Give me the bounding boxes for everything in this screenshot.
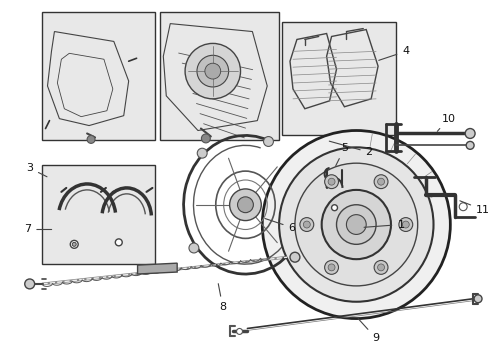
Circle shape: [70, 240, 78, 248]
Circle shape: [331, 205, 337, 211]
Circle shape: [197, 55, 228, 87]
Text: 8: 8: [218, 284, 226, 312]
Circle shape: [263, 136, 273, 147]
Circle shape: [377, 264, 384, 271]
Text: 1: 1: [363, 220, 404, 230]
Circle shape: [204, 63, 220, 79]
Text: 5: 5: [335, 143, 347, 166]
Circle shape: [373, 261, 387, 274]
Circle shape: [473, 295, 481, 303]
Circle shape: [294, 163, 417, 286]
Text: 4: 4: [378, 46, 408, 60]
Circle shape: [229, 189, 261, 221]
Circle shape: [346, 215, 366, 234]
Circle shape: [327, 264, 334, 271]
Text: 3: 3: [26, 163, 47, 177]
Circle shape: [237, 197, 253, 213]
Circle shape: [464, 129, 474, 139]
Circle shape: [303, 221, 310, 228]
Circle shape: [184, 44, 240, 99]
Circle shape: [377, 178, 384, 185]
Circle shape: [327, 178, 334, 185]
Text: 6: 6: [264, 219, 295, 233]
Bar: [160, 12, 279, 140]
Circle shape: [324, 261, 338, 274]
Text: 9: 9: [357, 319, 379, 343]
Circle shape: [197, 148, 207, 158]
Circle shape: [279, 147, 433, 302]
Circle shape: [201, 134, 210, 143]
Circle shape: [402, 221, 408, 228]
Circle shape: [188, 243, 199, 253]
Circle shape: [321, 190, 390, 259]
Polygon shape: [137, 263, 177, 274]
Circle shape: [236, 328, 242, 334]
Circle shape: [289, 252, 299, 262]
Text: 11: 11: [459, 201, 488, 215]
Circle shape: [458, 203, 466, 211]
Circle shape: [324, 175, 338, 189]
Circle shape: [72, 242, 76, 246]
Bar: [41, 12, 155, 140]
Circle shape: [25, 279, 35, 289]
Circle shape: [115, 239, 122, 246]
Bar: [41, 165, 155, 264]
Circle shape: [373, 175, 387, 189]
Bar: [282, 22, 395, 135]
Circle shape: [398, 217, 412, 231]
Circle shape: [299, 217, 313, 231]
Text: 2: 2: [328, 141, 372, 157]
Circle shape: [87, 135, 95, 143]
Circle shape: [465, 141, 473, 149]
Circle shape: [262, 131, 449, 319]
Text: 7: 7: [24, 225, 52, 234]
Text: 10: 10: [436, 114, 454, 131]
Circle shape: [336, 205, 375, 244]
